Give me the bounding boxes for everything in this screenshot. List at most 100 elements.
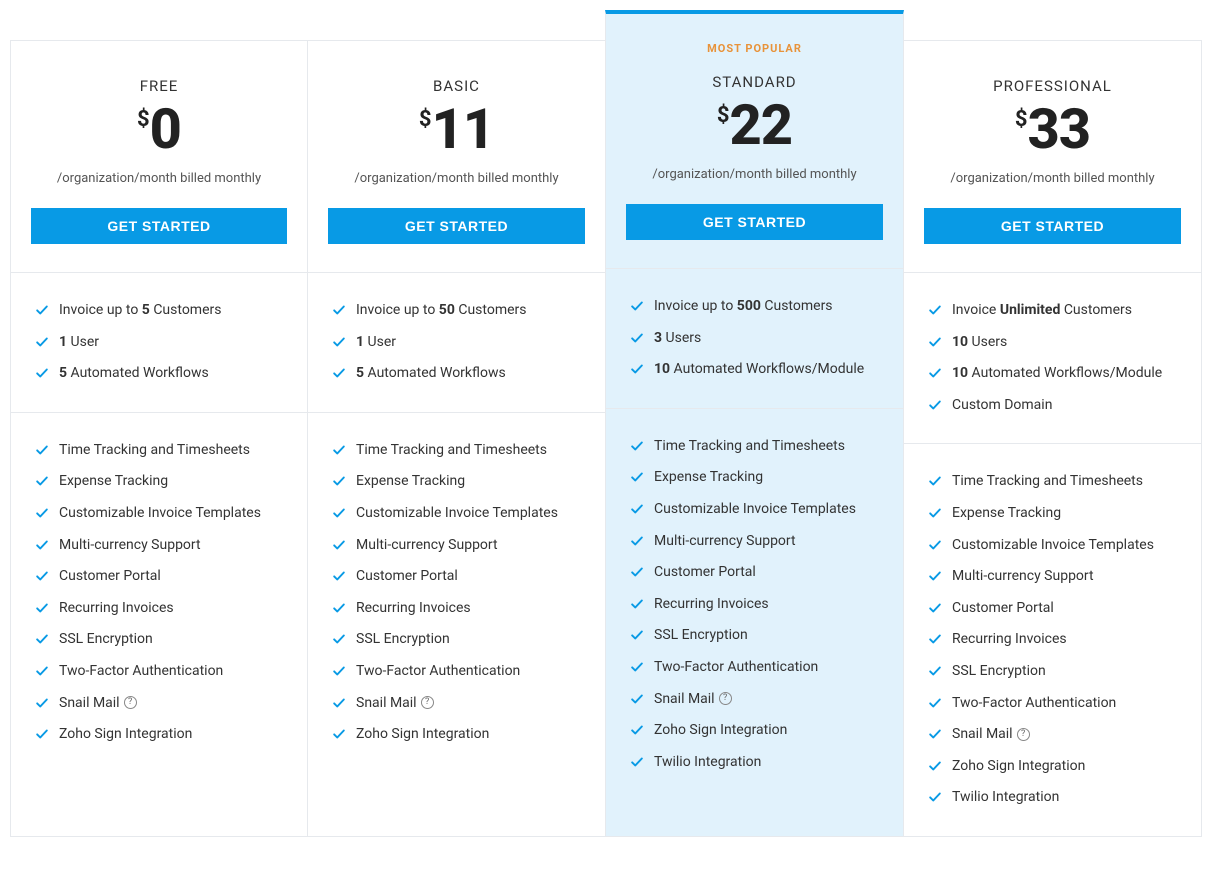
feature-item: Snail Mail? <box>630 684 879 716</box>
feature-item: SSL Encryption <box>35 624 283 656</box>
feature-text: 5 Automated Workflows <box>356 364 506 384</box>
feature-text: Recurring Invoices <box>654 595 769 615</box>
feature-item: 10 Automated Workflows/Module <box>928 358 1177 390</box>
plan-head: MOST POPULARSTANDARD$22/organization/mon… <box>606 14 903 269</box>
feature-item: Multi-currency Support <box>35 530 283 562</box>
help-icon[interactable]: ? <box>719 692 732 705</box>
help-icon[interactable]: ? <box>124 696 137 709</box>
feature-item: 10 Automated Workflows/Module <box>630 354 879 386</box>
feature-text: Multi-currency Support <box>356 536 498 556</box>
get-started-button[interactable]: GET STARTED <box>924 208 1181 244</box>
secondary-features: Time Tracking and Timesheets Expense Trac… <box>904 444 1201 836</box>
plan-professional: PROFESSIONAL$33/organization/month bille… <box>903 40 1202 837</box>
price-amount: 11 <box>432 101 495 157</box>
plan-name: FREE <box>31 77 287 95</box>
feature-text: Twilio Integration <box>952 788 1059 808</box>
feature-text: Zoho Sign Integration <box>952 757 1085 777</box>
primary-features: Invoice Unlimited Customers 10 Users 10 Au… <box>904 273 1201 444</box>
feature-text: Customer Portal <box>356 567 458 587</box>
feature-item: Zoho Sign Integration <box>928 751 1177 783</box>
feature-item: 5 Automated Workflows <box>332 358 581 390</box>
primary-features: Invoice up to 500 Customers 3 Users 10 Aut… <box>606 269 903 409</box>
price: $0 <box>31 101 287 157</box>
billing-note: /organization/month billed monthly <box>328 171 585 186</box>
feature-text: Custom Domain <box>952 396 1052 416</box>
feature-text: Time Tracking and Timesheets <box>59 441 250 461</box>
most-popular-badge: MOST POPULAR <box>626 42 883 55</box>
feature-item: Customer Portal <box>630 557 879 589</box>
feature-text: Customizable Invoice Templates <box>952 536 1154 556</box>
feature-item: Customer Portal <box>35 561 283 593</box>
help-icon[interactable]: ? <box>421 696 434 709</box>
feature-item: Two-Factor Authentication <box>332 656 581 688</box>
feature-text: Zoho Sign Integration <box>654 721 787 741</box>
feature-item: Snail Mail? <box>35 688 283 720</box>
feature-item: Customizable Invoice Templates <box>630 494 879 526</box>
feature-text: 5 Automated Workflows <box>59 364 209 384</box>
plan-head: FREE$0/organization/month billed monthly… <box>11 41 307 273</box>
feature-item: Expense Tracking <box>35 466 283 498</box>
feature-item: SSL Encryption <box>928 656 1177 688</box>
feature-item: 1 User <box>332 327 581 359</box>
feature-text: Snail Mail? <box>356 694 434 714</box>
plan-head: PROFESSIONAL$33/organization/month bille… <box>904 41 1201 273</box>
currency-symbol: $ <box>137 109 150 131</box>
feature-item: Recurring Invoices <box>630 589 879 621</box>
secondary-features: Time Tracking and Timesheets Expense Trac… <box>11 413 307 836</box>
feature-text: Snail Mail? <box>59 694 137 714</box>
feature-text: Expense Tracking <box>356 472 465 492</box>
feature-item: Invoice up to 500 Customers <box>630 291 879 323</box>
help-icon[interactable]: ? <box>1017 728 1030 741</box>
get-started-button[interactable]: GET STARTED <box>31 208 287 244</box>
feature-item: 5 Automated Workflows <box>35 358 283 390</box>
get-started-button[interactable]: GET STARTED <box>328 208 585 244</box>
feature-text: Snail Mail? <box>952 725 1030 745</box>
feature-item: Customizable Invoice Templates <box>928 530 1177 562</box>
feature-text: Invoice Unlimited Customers <box>952 301 1132 321</box>
feature-text: Customer Portal <box>654 563 756 583</box>
feature-item: 3 Users <box>630 323 879 355</box>
currency-symbol: $ <box>419 109 432 131</box>
feature-item: Two-Factor Authentication <box>35 656 283 688</box>
feature-item: Recurring Invoices <box>928 624 1177 656</box>
feature-text: 1 User <box>59 333 99 353</box>
feature-text: Time Tracking and Timesheets <box>952 472 1143 492</box>
feature-text: Twilio Integration <box>654 753 761 773</box>
feature-item: Time Tracking and Timesheets <box>928 466 1177 498</box>
feature-text: Customizable Invoice Templates <box>59 504 261 524</box>
get-started-button[interactable]: GET STARTED <box>626 204 883 240</box>
feature-item: Invoice Unlimited Customers <box>928 295 1177 327</box>
feature-text: Zoho Sign Integration <box>59 725 192 745</box>
feature-text: Invoice up to 5 Customers <box>59 301 221 321</box>
feature-item: Twilio Integration <box>630 747 879 779</box>
feature-item: Expense Tracking <box>332 466 581 498</box>
feature-text: Invoice up to 50 Customers <box>356 301 527 321</box>
feature-item: Time Tracking and Timesheets <box>332 435 581 467</box>
feature-item: Multi-currency Support <box>630 526 879 558</box>
plan-name: BASIC <box>328 77 585 95</box>
feature-item: Invoice up to 50 Customers <box>332 295 581 327</box>
feature-text: Two-Factor Authentication <box>654 658 818 678</box>
feature-text: 1 User <box>356 333 396 353</box>
plan-standard: MOST POPULARSTANDARD$22/organization/mon… <box>605 10 904 837</box>
price-amount: 0 <box>150 101 181 157</box>
feature-text: Time Tracking and Timesheets <box>654 437 845 457</box>
feature-text: 10 Users <box>952 333 1007 353</box>
feature-item: Expense Tracking <box>630 462 879 494</box>
feature-item: 1 User <box>35 327 283 359</box>
feature-item: Expense Tracking <box>928 498 1177 530</box>
feature-text: Recurring Invoices <box>356 599 471 619</box>
pricing-grid: FREE $0/organization/month billed monthly… <box>10 40 1202 837</box>
feature-text: Two-Factor Authentication <box>59 662 223 682</box>
feature-text: Expense Tracking <box>952 504 1061 524</box>
feature-text: 3 Users <box>654 329 701 349</box>
feature-item: Snail Mail? <box>332 688 581 720</box>
feature-text: SSL Encryption <box>59 630 153 650</box>
feature-text: Recurring Invoices <box>59 599 174 619</box>
secondary-features: Time Tracking and Timesheets Expense Trac… <box>308 413 605 836</box>
feature-item: Invoice up to 5 Customers <box>35 295 283 327</box>
feature-item: Zoho Sign Integration <box>630 715 879 747</box>
currency-symbol: $ <box>1015 109 1028 131</box>
feature-item: Time Tracking and Timesheets <box>35 435 283 467</box>
feature-item: SSL Encryption <box>630 620 879 652</box>
